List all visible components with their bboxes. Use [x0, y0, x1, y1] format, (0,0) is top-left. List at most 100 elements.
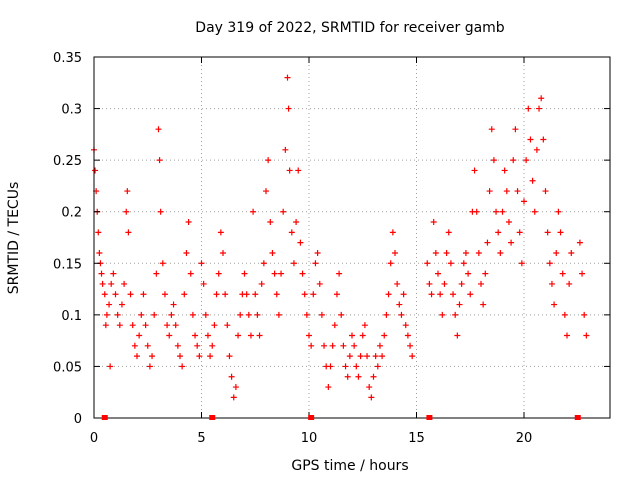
data-point	[329, 342, 336, 349]
data-point	[200, 280, 207, 287]
data-point	[505, 219, 512, 226]
data-point	[250, 208, 257, 215]
data-point	[140, 291, 147, 298]
data-point	[342, 363, 349, 370]
data-point	[101, 291, 108, 298]
data-point	[207, 353, 214, 360]
data-point	[215, 270, 222, 277]
data-point	[230, 394, 237, 401]
data-point	[108, 280, 115, 287]
data-point	[531, 208, 538, 215]
data-point	[529, 177, 536, 184]
gap-marker	[574, 415, 581, 420]
data-point	[271, 270, 278, 277]
data-point	[237, 311, 244, 318]
data-point	[555, 208, 562, 215]
data-point	[306, 332, 312, 339]
data-point	[351, 342, 358, 349]
data-point	[189, 311, 196, 318]
data-point	[544, 229, 551, 236]
data-point	[344, 373, 351, 380]
data-point	[538, 95, 545, 102]
data-point	[280, 208, 287, 215]
data-point	[159, 260, 166, 267]
data-point	[275, 311, 282, 318]
data-point	[121, 280, 128, 287]
data-point	[523, 157, 530, 164]
data-point	[364, 353, 371, 360]
y-tick-label: 0.2	[61, 206, 82, 221]
data-point	[269, 249, 276, 256]
data-point	[551, 301, 558, 308]
data-point	[114, 311, 121, 318]
data-point	[561, 311, 568, 318]
data-point	[282, 146, 289, 153]
data-point	[185, 219, 192, 226]
data-point	[357, 353, 364, 360]
data-point	[265, 157, 272, 164]
data-point	[383, 311, 390, 318]
data-point	[353, 363, 360, 370]
data-point	[295, 167, 302, 174]
data-point	[170, 301, 177, 308]
data-point	[118, 301, 125, 308]
data-point	[501, 167, 508, 174]
data-point	[314, 249, 321, 256]
data-point	[333, 291, 340, 298]
data-point	[129, 322, 136, 329]
data-point	[400, 291, 407, 298]
data-point	[512, 126, 519, 133]
data-point	[151, 311, 158, 318]
data-point	[125, 229, 132, 236]
data-point	[243, 291, 250, 298]
data-point	[96, 249, 103, 256]
data-point	[267, 219, 274, 226]
data-point	[490, 157, 497, 164]
data-point	[228, 373, 235, 380]
data-point	[581, 311, 588, 318]
data-point	[110, 270, 117, 277]
data-point	[454, 332, 461, 339]
data-point	[548, 280, 555, 287]
gap-markers	[101, 415, 581, 420]
data-point	[224, 322, 231, 329]
gap-marker	[209, 415, 216, 420]
y-tick-label: 0.05	[53, 360, 82, 375]
data-point	[361, 322, 368, 329]
data-point	[394, 280, 401, 287]
data-points	[91, 74, 590, 401]
data-point	[198, 260, 205, 267]
y-tick-label: 0.3	[61, 103, 82, 118]
data-point	[284, 74, 291, 81]
data-point	[346, 353, 353, 360]
data-point	[156, 157, 163, 164]
data-point	[107, 363, 114, 370]
data-point	[430, 219, 437, 226]
data-point	[290, 260, 297, 267]
data-point	[181, 291, 188, 298]
data-point	[124, 188, 131, 195]
data-point	[226, 353, 233, 360]
data-point	[465, 270, 472, 277]
data-point	[177, 353, 183, 360]
data-point	[379, 353, 386, 360]
data-point	[480, 301, 487, 308]
data-point	[540, 136, 547, 143]
data-point	[484, 239, 491, 246]
data-point	[256, 332, 263, 339]
data-point	[460, 260, 467, 267]
data-point	[127, 291, 134, 298]
data-point	[349, 332, 355, 339]
data-point	[321, 342, 328, 349]
data-point	[443, 249, 450, 256]
data-point	[404, 332, 411, 339]
data-point	[435, 270, 441, 277]
chart-title: Day 319 of 2022, SRMTID for receiver gam…	[195, 20, 505, 36]
data-point	[123, 208, 130, 215]
data-point	[583, 332, 590, 339]
data-point	[149, 353, 156, 360]
data-point	[445, 229, 452, 236]
data-point	[374, 363, 381, 370]
data-point	[241, 270, 248, 277]
